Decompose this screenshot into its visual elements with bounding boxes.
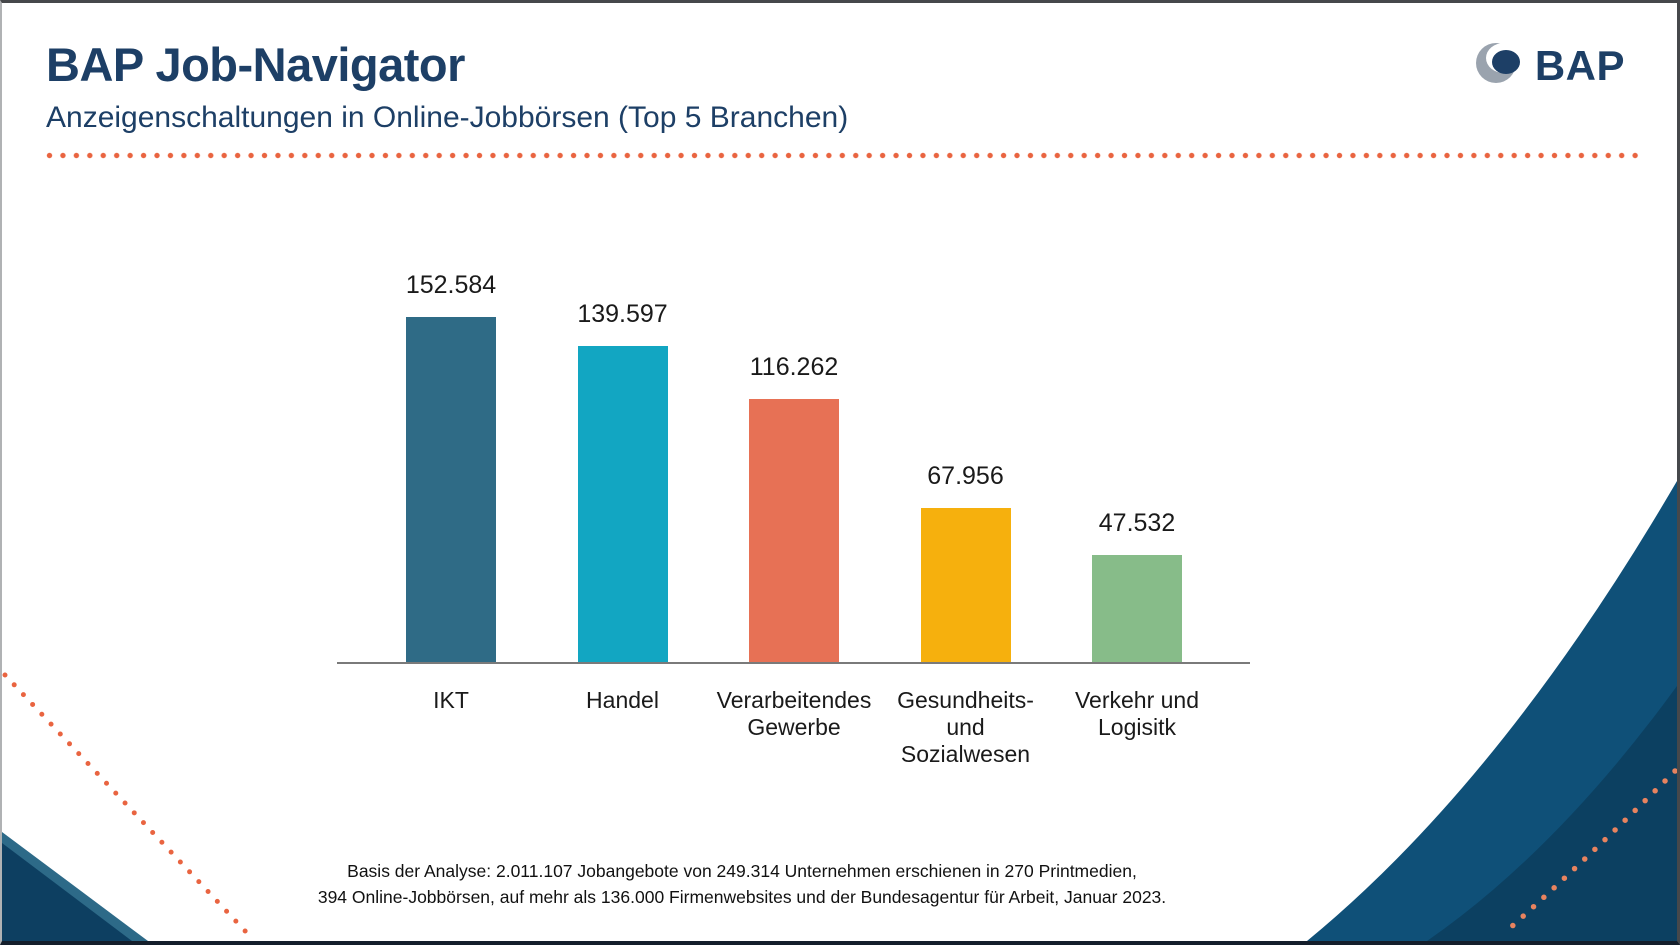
bar-value-label: 116.262 [749, 353, 839, 381]
corner-br-swoosh-dark [1427, 686, 1677, 941]
page-title: BAP Job-Navigator [46, 38, 465, 91]
category-label: Handel [586, 687, 659, 713]
page-subtitle: Anzeigenschaltungen in Online-Jobbörsen … [46, 101, 849, 134]
chart-bar-4 [920, 508, 1011, 662]
bar-value-label: 139.597 [577, 300, 668, 328]
bap-logo-text: BAP [1534, 41, 1625, 89]
chart-bar-3 [749, 399, 839, 662]
bap-logo: BAP [1475, 41, 1625, 90]
footer-note: Basis der Analyse: 2.011.107 Jobangebote… [62, 858, 1422, 911]
x-axis-line [337, 662, 1250, 664]
chart-bar-5 [1092, 555, 1182, 662]
category-axis-labels: IKT Handel Verarbeitendes Gewerbe Gesundhei… [337, 687, 1250, 797]
bap-logo-icon [1475, 41, 1522, 90]
chart-bar-1 [406, 317, 496, 662]
category-label: Gesundheits- und Sozialwesen [897, 687, 1034, 768]
bar-chart: 152.584 139.597 116.262 67.956 47.532 [337, 233, 1250, 664]
dotted-separator [46, 152, 1640, 159]
corner-decoration-bottom-right [1307, 481, 1677, 941]
chart-bar-2 [577, 346, 668, 662]
bar-value-label: 152.584 [405, 271, 497, 299]
corner-br-dotted-line [1506, 768, 1677, 932]
category-label: Verarbeitendes Gewerbe [716, 687, 872, 741]
footer-note-line-1: Basis der Analyse: 2.011.107 Jobangebote… [347, 861, 1137, 881]
category-label: IKT [433, 687, 469, 713]
bar-value-label: 67.956 [927, 462, 1004, 490]
bar-value-label: 47.532 [1098, 509, 1176, 537]
category-label: Verkehr und Logisitk [1074, 687, 1200, 741]
footer-note-line-2: 394 Online-Jobbörsen, auf mehr als 136.0… [317, 887, 1167, 908]
